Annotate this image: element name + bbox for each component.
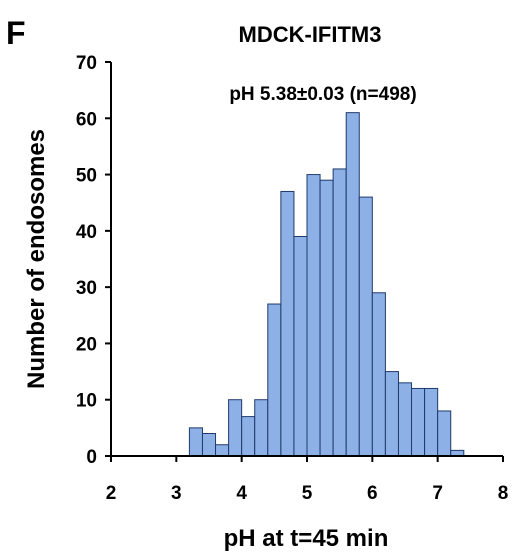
y-axis-label: Number of endosomes <box>23 129 50 389</box>
histogram-bar <box>332 168 347 457</box>
histogram-bar <box>358 196 373 457</box>
chart-title: MDCK-IFITM3 <box>239 22 382 47</box>
x-tick-label: 7 <box>432 483 443 504</box>
histogram-bar <box>201 432 217 457</box>
histogram-bar <box>319 179 334 457</box>
histogram-bar <box>437 410 452 457</box>
y-tick-label: 50 <box>76 166 97 187</box>
x-axis-label: pH at t=45 min <box>224 525 389 552</box>
x-tick-label: 4 <box>236 483 247 504</box>
histogram-bar <box>254 399 269 457</box>
y-tick-label: 60 <box>76 109 97 130</box>
histogram-bar <box>267 303 282 457</box>
histogram-bar <box>188 427 203 457</box>
x-axis-ticks: 2 3 4 5 6 7 8 <box>106 456 509 504</box>
x-tick-label: 5 <box>302 483 313 504</box>
panel-label: F <box>6 15 26 51</box>
bars-group <box>188 112 465 457</box>
histogram-bar <box>280 190 295 457</box>
histogram-bar <box>384 371 399 457</box>
y-tick-label: 10 <box>76 391 97 412</box>
y-tick-label: 40 <box>76 222 97 243</box>
y-axis-ticks: 0 10 20 30 40 50 60 70 <box>76 53 111 468</box>
histogram-bar <box>371 292 386 457</box>
histogram-bar <box>345 112 360 457</box>
histogram-bar <box>215 444 230 457</box>
x-tick-label: 6 <box>367 483 378 504</box>
histogram-bar <box>293 235 308 457</box>
chart-annotation: pH 5.38±0.03 (n=498) <box>229 84 416 105</box>
y-tick-label: 20 <box>76 334 97 355</box>
y-tick-label: 0 <box>86 447 97 468</box>
histogram-bar <box>397 382 413 457</box>
y-tick-label: 30 <box>76 278 97 299</box>
histogram-bar <box>411 387 426 457</box>
histogram-bar <box>306 174 321 457</box>
histogram-bar <box>424 387 439 457</box>
histogram-bar <box>241 416 256 457</box>
x-tick-label: 2 <box>106 483 117 504</box>
histogram-bar <box>228 399 243 457</box>
y-tick-label: 70 <box>76 53 97 74</box>
x-tick-label: 8 <box>498 483 509 504</box>
x-tick-label: 3 <box>171 483 182 504</box>
